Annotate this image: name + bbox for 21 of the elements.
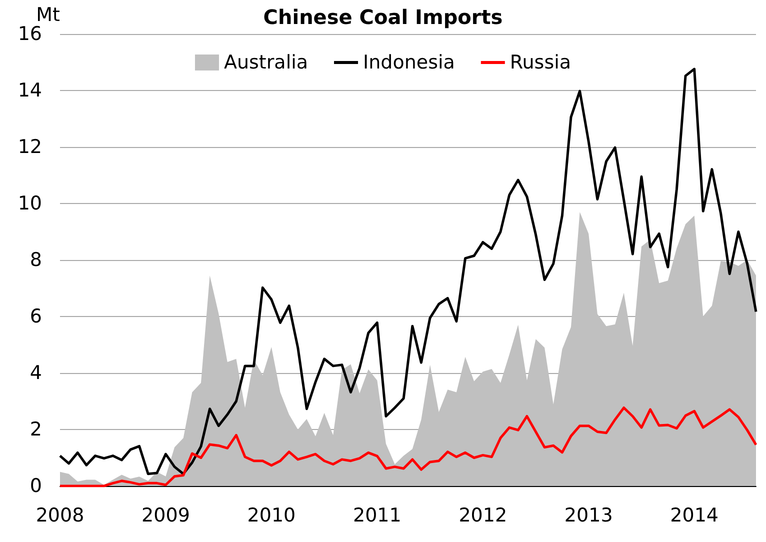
x-tick-label: 2013 [564, 504, 613, 526]
legend-label: Russia [510, 52, 572, 74]
y-tick-label: 10 [18, 192, 42, 214]
y-tick-label: 12 [18, 136, 42, 158]
legend-label: Australia [224, 52, 308, 74]
y-tick-label: 0 [30, 475, 42, 497]
x-tick-label: 2011 [352, 504, 402, 526]
x-tick-label: 2012 [458, 504, 508, 526]
y-tick-label: 2 [30, 418, 42, 440]
x-tick-label: 2010 [247, 504, 296, 526]
line-series [58, 406, 758, 488]
y-tick-label: 6 [30, 306, 42, 328]
line-series [58, 68, 758, 476]
legend-label: Indonesia [363, 52, 455, 74]
chart-title: Chinese Coal Imports [263, 5, 503, 29]
x-tick-label: 2009 [142, 504, 190, 526]
y-tick-label: 14 [18, 80, 42, 102]
x-tick-label: 2014 [670, 504, 719, 526]
x-tick-label: 2008 [36, 504, 84, 526]
y-tick-label: 8 [30, 249, 42, 271]
y-tick-label: 4 [30, 362, 42, 384]
